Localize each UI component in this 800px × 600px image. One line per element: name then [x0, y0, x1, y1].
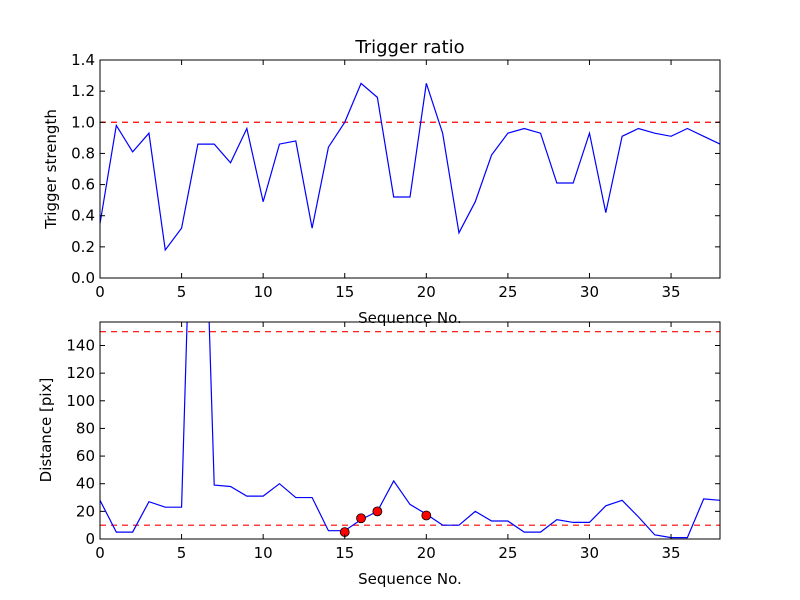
- x-tick-label: 5: [177, 544, 187, 562]
- y-tick-label: 0.0: [71, 269, 95, 287]
- data-point-marker: [356, 513, 366, 524]
- data-point-marker: [421, 510, 432, 521]
- x-tick-label: 5: [177, 283, 187, 301]
- y-tick-label: 100: [66, 392, 95, 410]
- x-tick-label: 30: [580, 544, 599, 562]
- series-line: [100, 322, 720, 539]
- axis-ticks: 0 5 10 15 20 25 30 35 0.0 0.2 0.4 0.6 0.8 1.0 1.2 1.4: [71, 51, 720, 301]
- data-point-marker: [372, 506, 383, 517]
- y-tick-label: 20: [76, 502, 95, 520]
- x-tick-label: 10: [254, 544, 273, 562]
- y-tick-label: 1.0: [71, 113, 95, 131]
- x-tick-label: 20: [417, 283, 436, 301]
- x-tick-label: 10: [254, 283, 273, 301]
- x-tick-label: 35: [662, 283, 681, 301]
- y-tick-label: 80: [76, 419, 95, 437]
- y-tick-label: 0: [85, 530, 95, 548]
- x-tick-label: 25: [498, 544, 517, 562]
- y-axis-label: Trigger strength: [42, 109, 60, 230]
- plot-frame: [99, 321, 721, 540]
- y-tick-label: 1.4: [71, 51, 95, 69]
- x-tick-label: 15: [335, 544, 354, 562]
- plot-frame: [99, 59, 721, 279]
- x-tick-label: 0: [95, 283, 105, 301]
- y-tick-label: 0.2: [71, 238, 95, 256]
- x-tick-label: 25: [498, 283, 517, 301]
- y-tick-label: 120: [66, 364, 95, 382]
- trigger-ratio-panel: Trigger ratio 0 5 10 15 20 25 30 35 0.0 0.2 0.4 0.6…: [42, 37, 721, 327]
- chart-title: Trigger ratio: [354, 37, 464, 58]
- y-tick-label: 1.2: [71, 82, 95, 100]
- x-tick-label: 20: [417, 544, 436, 562]
- y-tick-label: 60: [76, 447, 95, 465]
- y-tick-label: 140: [66, 336, 95, 354]
- plot-area: [100, 82, 720, 252]
- x-tick-label: 30: [580, 283, 599, 301]
- x-tick-label: 15: [335, 283, 354, 301]
- y-axis-label: Distance [pix]: [37, 378, 55, 483]
- y-tick-label: 40: [76, 475, 95, 493]
- x-tick-label: 35: [662, 544, 681, 562]
- series-line: [100, 82, 720, 252]
- x-axis-label: Sequence No.: [358, 570, 462, 588]
- x-tick-label: 0: [95, 544, 105, 562]
- y-tick-label: 0.4: [71, 207, 95, 225]
- plot-area: [100, 322, 720, 539]
- y-tick-label: 0.6: [71, 176, 95, 194]
- axis-ticks: 0 5 10 15 20 25 30 35 0 20 40 60 80 100 120 140: [66, 322, 720, 562]
- distance-panel: 0 5 10 15 20 25 30 35 0 20 40 60 80 100 120 140 Sequenc…: [37, 321, 721, 588]
- y-tick-label: 0.8: [71, 144, 95, 162]
- x-axis-label: Sequence No.: [358, 309, 462, 327]
